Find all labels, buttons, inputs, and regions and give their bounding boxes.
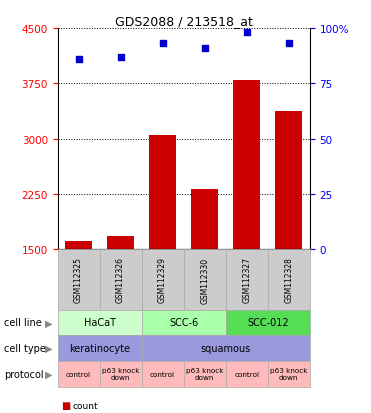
Text: SCC-6: SCC-6 xyxy=(169,318,198,328)
Bar xyxy=(107,237,134,250)
Text: cell line: cell line xyxy=(4,318,42,328)
Text: p63 knock
down: p63 knock down xyxy=(186,367,223,380)
Point xyxy=(160,41,165,47)
Bar xyxy=(191,190,219,250)
Text: GSM112330: GSM112330 xyxy=(200,257,209,303)
Text: p63 knock
down: p63 knock down xyxy=(102,367,139,380)
Text: SCC-012: SCC-012 xyxy=(247,318,289,328)
Text: control: control xyxy=(66,371,91,377)
Text: ▶: ▶ xyxy=(45,369,52,379)
Text: GSM112327: GSM112327 xyxy=(242,257,251,303)
Text: GSM112328: GSM112328 xyxy=(284,257,293,303)
Bar xyxy=(65,241,92,250)
Text: ▶: ▶ xyxy=(45,318,52,328)
Bar xyxy=(233,81,260,250)
Text: ■: ■ xyxy=(61,400,70,410)
Bar xyxy=(275,112,302,250)
Text: count: count xyxy=(72,401,98,410)
Text: cell type: cell type xyxy=(4,343,46,353)
Point xyxy=(202,45,208,52)
Bar xyxy=(149,136,176,250)
Point xyxy=(118,55,124,61)
Text: GSM112326: GSM112326 xyxy=(116,257,125,303)
Text: GSM112325: GSM112325 xyxy=(74,257,83,303)
Text: squamous: squamous xyxy=(201,343,251,353)
Point xyxy=(244,30,250,37)
Text: p63 knock
down: p63 knock down xyxy=(270,367,308,380)
Point xyxy=(286,41,292,47)
Text: protocol: protocol xyxy=(4,369,43,379)
Text: GSM112329: GSM112329 xyxy=(158,257,167,303)
Text: HaCaT: HaCaT xyxy=(83,318,115,328)
Text: control: control xyxy=(150,371,175,377)
Title: GDS2088 / 213518_at: GDS2088 / 213518_at xyxy=(115,15,253,28)
Text: keratinocyte: keratinocyte xyxy=(69,343,130,353)
Point xyxy=(76,57,82,63)
Text: control: control xyxy=(234,371,259,377)
Text: ▶: ▶ xyxy=(45,343,52,353)
